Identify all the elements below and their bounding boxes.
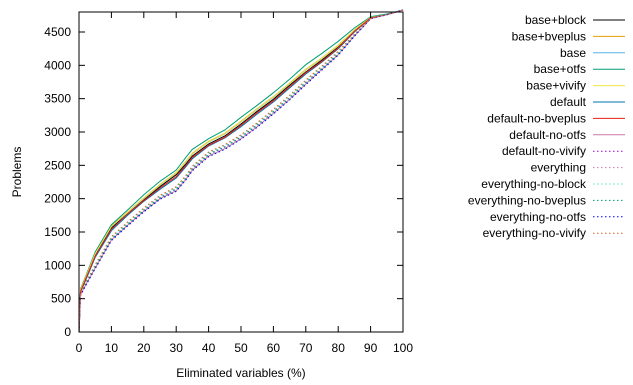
series-line-default xyxy=(78,9,404,333)
series-line-everything xyxy=(78,9,404,333)
y-tick-label: 4500 xyxy=(44,25,71,39)
legend-entry-label: everything-no-otfs xyxy=(490,210,586,224)
series-line-base-otfs xyxy=(78,9,404,333)
series-line-base xyxy=(78,9,404,333)
series-line-default-no-otfs xyxy=(78,9,404,333)
y-tick-label: 1500 xyxy=(44,225,71,239)
x-axis-label: Eliminated variables (%) xyxy=(176,366,305,380)
x-tick-label: 10 xyxy=(105,341,119,355)
x-tick-label: 100 xyxy=(393,341,413,355)
plot-frame xyxy=(78,11,404,333)
y-axis-label: Problems xyxy=(10,147,24,198)
y-tick-label: 1000 xyxy=(44,258,71,272)
legend-entry-label: base+bveplus xyxy=(512,29,586,43)
y-tick-label: 500 xyxy=(51,292,71,306)
legend-entry-label: base+block xyxy=(525,13,587,27)
x-tick-label: 30 xyxy=(170,341,184,355)
series-line-everything-no-bveplus xyxy=(78,9,404,333)
x-tick-label: 70 xyxy=(299,341,313,355)
x-tick-label: 20 xyxy=(137,341,151,355)
legend-entry-label: default-no-bveplus xyxy=(487,111,586,125)
series-line-default-no-bveplus xyxy=(78,9,404,333)
plot-lines xyxy=(78,9,404,333)
series-line-everything-no-block xyxy=(78,9,404,333)
axis-ticks: 0 10 20 30 40 50 60 70 80 90 100050010001500200025… xyxy=(44,12,413,355)
y-tick-label: 2000 xyxy=(44,192,71,206)
series-line-base-vivify xyxy=(78,9,404,333)
legend-entry-label: everything-no-bveplus xyxy=(468,193,586,207)
legend-entry-label: default-no-otfs xyxy=(509,128,586,142)
series-line-base-block xyxy=(78,9,404,333)
series-line-everything-no-otfs xyxy=(78,9,404,333)
x-tick-label: 80 xyxy=(332,341,346,355)
legend-entry-label: default-no-vivify xyxy=(502,144,586,158)
y-tick-label: 3500 xyxy=(44,92,71,106)
x-tick-label: 60 xyxy=(267,341,281,355)
x-tick-label: 90 xyxy=(364,341,378,355)
x-tick-label: 50 xyxy=(234,341,248,355)
legend-entry-label: everything-no-block xyxy=(481,177,587,191)
legend-entry-label: default xyxy=(550,95,587,109)
legend-entry-label: everything-no-vivify xyxy=(483,226,586,240)
y-tick-label: 2500 xyxy=(44,158,71,172)
x-tick-label: 0 xyxy=(76,341,83,355)
legend-entry-label: everything xyxy=(531,161,586,175)
y-tick-label: 3000 xyxy=(44,125,71,139)
legend-entry-label: base+vivify xyxy=(526,79,586,93)
x-tick-label: 40 xyxy=(202,341,216,355)
legend-entry-label: base xyxy=(560,46,586,60)
series-line-everything-no-vivify xyxy=(78,9,404,333)
y-tick-label: 4000 xyxy=(44,58,71,72)
legend-entry-label: base+otfs xyxy=(534,62,586,76)
series-line-default-no-vivify xyxy=(78,9,404,333)
y-tick-label: 0 xyxy=(64,325,71,339)
series-line-base-bveplus xyxy=(78,9,404,333)
legend: base+block base+bveplus base base+otfs base+… xyxy=(468,13,625,240)
